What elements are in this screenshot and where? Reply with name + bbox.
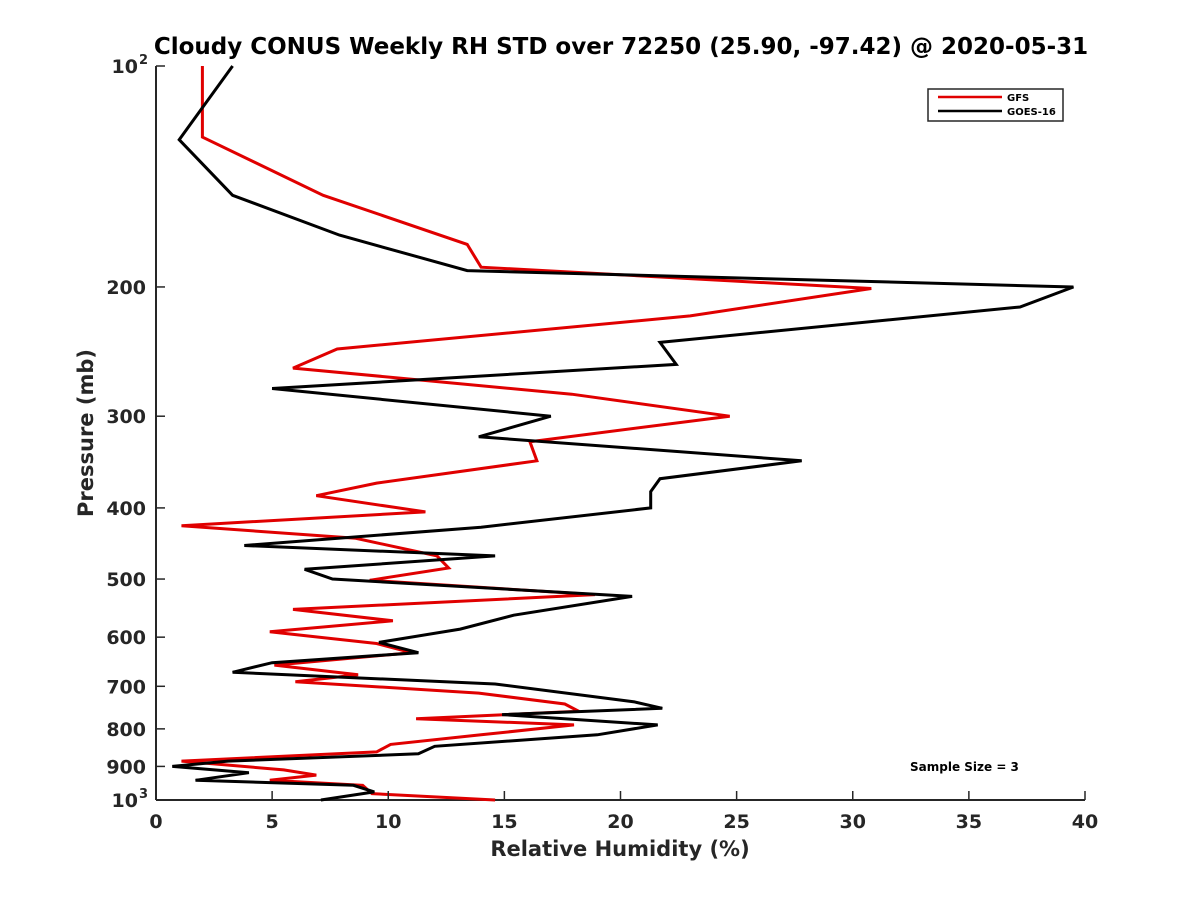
x-tick-label: 5: [266, 811, 279, 833]
x-tick-label: 10: [375, 811, 401, 833]
y-tick-exponent: 3: [139, 787, 148, 802]
x-tick-label: 20: [607, 811, 633, 833]
y-tick-label: 600: [106, 627, 146, 649]
x-tick-label: 25: [723, 811, 749, 833]
y-tick-label: 900: [106, 756, 146, 778]
x-tick-label: 40: [1072, 811, 1098, 833]
y-tick-label: 500: [106, 569, 146, 591]
legend-label-gfs: GFS: [1007, 93, 1029, 104]
y-tick-label: 400: [106, 498, 146, 520]
y-tick-label: 700: [106, 676, 146, 698]
x-tick-label: 0: [149, 811, 162, 833]
series-line-gfs: [181, 66, 872, 802]
series-line-goes16: [172, 65, 1074, 802]
sample-size-annotation: Sample Size = 3: [910, 760, 1019, 774]
plot-area: 0 5 10 15 20 25 30 35 40 10 220030040050060070080…: [106, 53, 1098, 833]
x-tick-label: 35: [956, 811, 982, 833]
series-layer: [172, 65, 1074, 802]
y-axis-label: Pressure (mb): [74, 349, 98, 517]
y-tick-label: 800: [106, 719, 146, 741]
y-tick-label: 300: [106, 406, 146, 428]
y-tick-exponent: 2: [139, 53, 148, 68]
legend: GFS GOES-16: [927, 88, 1064, 122]
y-tick-label: 10: [112, 790, 138, 812]
y-tick-label: 200: [106, 277, 146, 299]
x-tick-label: 15: [491, 811, 517, 833]
x-axis-label: Relative Humidity (%): [490, 837, 749, 861]
legend-box: [927, 88, 1064, 122]
chart-title: Cloudy CONUS Weekly RH STD over 72250 (2…: [154, 34, 1088, 60]
legend-label-goes16: GOES-16: [1007, 107, 1056, 118]
x-axis-ticks: 0 5 10 15 20 25 30 35 40: [149, 791, 1098, 833]
y-tick-label: 10: [112, 56, 138, 78]
x-tick-label: 30: [840, 811, 866, 833]
